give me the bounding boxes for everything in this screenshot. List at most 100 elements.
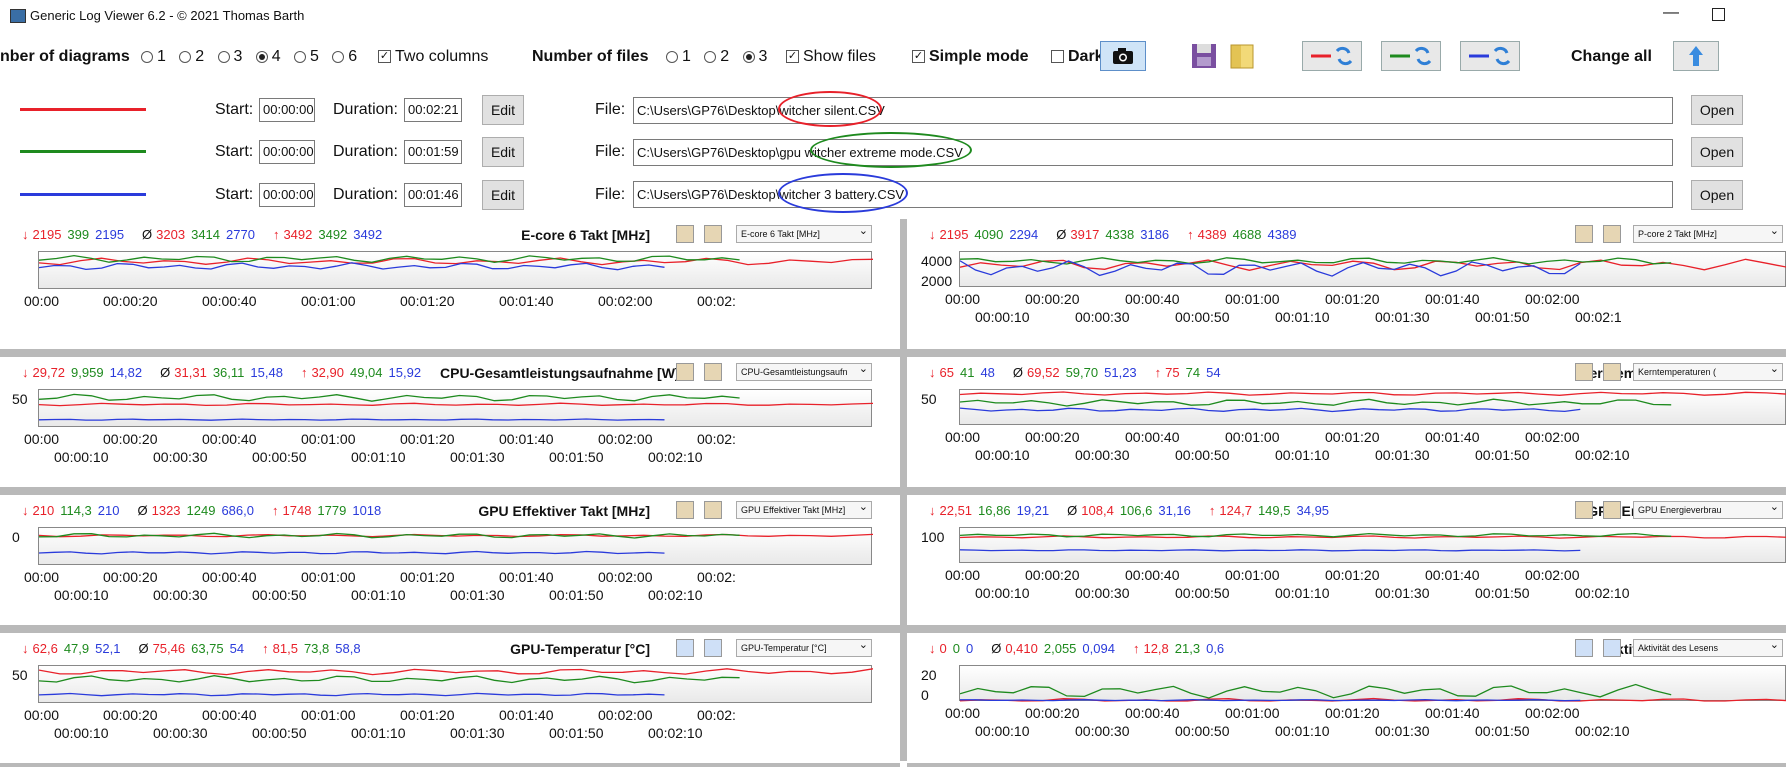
green-series-line (959, 532, 1672, 538)
open-button[interactable]: Open (1691, 95, 1743, 125)
edit-button[interactable]: Edit (482, 180, 524, 210)
radio-files-1[interactable]: 1 (666, 48, 691, 65)
duration-field[interactable]: 00:01:59 (404, 140, 462, 164)
blue-series-line (38, 550, 665, 555)
show-files-checkbox[interactable]: ✓ Show files (786, 48, 876, 65)
x-tick-label: 00:01:50 (549, 587, 604, 603)
move-down-button[interactable] (704, 639, 722, 657)
max-value-green: 3492 (318, 227, 348, 242)
x-tick-label: 00:02:00 (1525, 705, 1580, 721)
series-select[interactable]: GPU Effektiver Takt [MHz] (736, 501, 872, 519)
radio-diagrams-5[interactable]: 5 (294, 48, 319, 65)
radio-icon (704, 50, 717, 63)
settings-alt-button[interactable] (704, 225, 722, 243)
x-tick-label: 00:01:00 (301, 707, 356, 723)
swap-blue-button[interactable] (1460, 41, 1520, 71)
duration-field[interactable]: 00:01:46 (404, 183, 462, 207)
edit-button[interactable]: Edit (482, 137, 524, 167)
swap-red-button[interactable] (1302, 41, 1362, 71)
red-series-line (959, 391, 1786, 396)
two-columns-checkbox[interactable]: ✓ Two columns (378, 48, 489, 65)
x-tick-label: 00:01:30 (450, 449, 505, 465)
radio-diagrams-4[interactable]: 4 (255, 48, 281, 65)
avg-symbol: Ø (1012, 365, 1024, 380)
x-tick-label: 00:01:50 (549, 449, 604, 465)
series-select[interactable]: Kerntemperaturen ( (1633, 363, 1783, 381)
simple-mode-checkbox[interactable]: ✓ Simple mode (912, 48, 1029, 65)
start-field[interactable]: 00:00:00 (259, 183, 315, 207)
settings-button[interactable] (676, 363, 694, 381)
series-select[interactable]: GPU Energieverbrau (1633, 501, 1783, 519)
radio-diagrams-1[interactable]: 1 (141, 48, 166, 65)
max-symbol: ↑ (272, 503, 279, 518)
x-tick-label: 00:01:00 (1225, 705, 1280, 721)
settings-alt-button[interactable] (704, 363, 722, 381)
x-tick-label: 00:02:10 (648, 587, 703, 603)
y-tick-label: 50 (921, 391, 937, 407)
blue-series-line (959, 549, 1581, 552)
start-field[interactable]: 00:00:00 (259, 98, 315, 122)
avg-value-green: 36,11 (212, 365, 245, 380)
x-tick-label: 00:00 (24, 293, 60, 309)
settings-button[interactable] (1575, 501, 1593, 519)
x-tick-label: 00:01:40 (499, 707, 554, 723)
maximize-icon[interactable] (1712, 8, 1725, 21)
settings-button[interactable] (676, 225, 694, 243)
start-field[interactable]: 00:00:00 (259, 140, 315, 164)
series-select[interactable]: P-core 2 Takt [MHz] (1633, 225, 1783, 243)
plot-area (38, 665, 874, 703)
x-tick-label: 00:00:40 (1125, 291, 1180, 307)
change-all-button[interactable] (1673, 41, 1719, 71)
radio-diagrams-2[interactable]: 2 (179, 48, 204, 65)
blue-series-line (38, 262, 665, 271)
move-down-button[interactable] (1603, 639, 1621, 657)
series-plot (959, 391, 1786, 413)
open-folder-button[interactable] (1228, 41, 1258, 71)
edit-button[interactable]: Edit (482, 95, 524, 125)
settings-alt-button[interactable] (1603, 363, 1621, 381)
x-tick-label: 00:00:10 (54, 587, 109, 603)
settings-alt-button[interactable] (1603, 501, 1621, 519)
series-select[interactable]: GPU-Temperatur [°C] (736, 639, 872, 657)
save-button[interactable] (1189, 41, 1219, 71)
number-of-diagrams-label: nber of diagrams (0, 48, 130, 65)
avg-symbol: Ø (142, 227, 153, 242)
swap-green-button[interactable] (1381, 41, 1441, 71)
min-value-green: 41 (959, 365, 975, 380)
series-select[interactable]: E-core 6 Takt [MHz] (736, 225, 872, 243)
series-select[interactable]: CPU-Gesamtleistungsaufn (736, 363, 872, 381)
screenshot-button[interactable] (1100, 41, 1146, 71)
settings-alt-button[interactable] (704, 501, 722, 519)
settings-button[interactable] (1575, 225, 1593, 243)
radio-diagrams-3[interactable]: 3 (217, 48, 242, 65)
move-up-button[interactable] (676, 639, 694, 657)
file-path-field[interactable]: C:\Users\GP76\Desktop\gpu witcher extrem… (633, 139, 1673, 166)
duration-field[interactable]: 00:02:21 (404, 98, 462, 122)
file-label: File: (595, 101, 626, 118)
x-tick-label: 00:00:30 (153, 725, 208, 741)
dark-checkbox[interactable]: Dark (1051, 48, 1104, 66)
radio-files-3[interactable]: 3 (742, 48, 767, 65)
min-symbol: ↓ (22, 503, 29, 518)
x-tick-label: 00:02:00 (1525, 291, 1580, 307)
settings-alt-button[interactable] (1603, 225, 1621, 243)
open-button[interactable]: Open (1691, 137, 1743, 167)
max-value-blue: 4389 (1267, 227, 1297, 242)
blue-highlight-ellipse (778, 173, 908, 213)
radio-files-2[interactable]: 2 (704, 48, 729, 65)
radio-diagrams-6[interactable]: 6 (332, 48, 357, 65)
min-symbol: ↓ (929, 365, 936, 380)
min-value-blue: 48 (980, 365, 995, 380)
settings-button[interactable] (1575, 363, 1593, 381)
red-series-line (38, 402, 874, 407)
refresh-blue-icon (1469, 46, 1511, 66)
move-up-button[interactable] (1575, 639, 1593, 657)
x-tick-label: 00:01:00 (301, 293, 356, 309)
series-select[interactable]: Aktivität des Lesens (1633, 639, 1783, 657)
minimize-icon[interactable]: — (1663, 4, 1679, 21)
x-tick-label: 00:02:10 (648, 449, 703, 465)
open-button[interactable]: Open (1691, 180, 1743, 210)
x-tick-label: 00:00:20 (1025, 429, 1080, 445)
settings-button[interactable] (676, 501, 694, 519)
title-bar: Generic Log Viewer 6.2 - © 2021 Thomas B… (0, 0, 1786, 32)
